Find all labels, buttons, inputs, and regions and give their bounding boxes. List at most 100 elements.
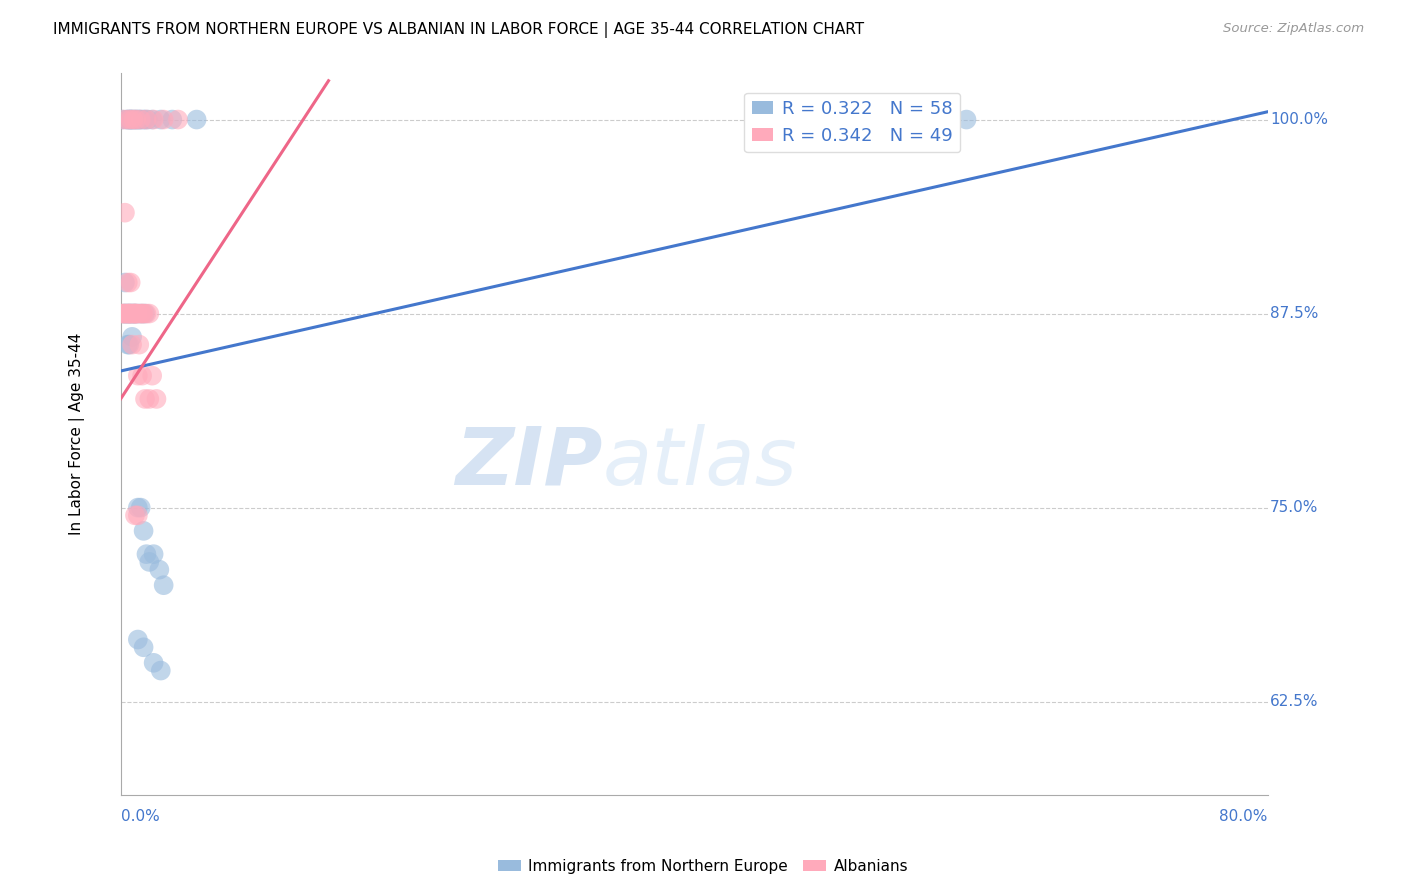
Point: [120, 112, 142, 127]
Point: [127, 508, 149, 523]
Point: [122, 307, 145, 321]
Point: [129, 500, 152, 515]
Point: [111, 307, 134, 321]
Point: [135, 307, 157, 321]
Point: [955, 112, 977, 127]
Point: [135, 112, 157, 127]
Text: 87.5%: 87.5%: [1270, 306, 1319, 321]
Point: [131, 307, 153, 321]
Point: [125, 307, 148, 321]
Point: [145, 392, 167, 406]
Point: [122, 112, 145, 127]
Point: [112, 307, 135, 321]
Point: [114, 307, 136, 321]
Point: [186, 112, 208, 127]
Point: [138, 555, 160, 569]
Text: IMMIGRANTS FROM NORTHERN EUROPE VS ALBANIAN IN LABOR FORCE | AGE 35-44 CORRELATI: IMMIGRANTS FROM NORTHERN EUROPE VS ALBAN…: [53, 22, 865, 38]
Point: [118, 307, 141, 321]
Point: [125, 112, 148, 127]
Text: Source: ZipAtlas.com: Source: ZipAtlas.com: [1223, 22, 1364, 36]
Point: [129, 307, 152, 321]
Point: [121, 337, 143, 351]
Text: 75.0%: 75.0%: [1270, 500, 1319, 515]
Point: [132, 524, 155, 538]
Point: [149, 664, 172, 678]
Text: ZIP: ZIP: [456, 424, 602, 501]
Point: [121, 330, 143, 344]
Point: [124, 508, 146, 523]
Point: [128, 112, 150, 127]
Point: [120, 276, 142, 290]
Point: [122, 112, 145, 127]
Point: [125, 112, 148, 127]
Point: [121, 112, 143, 127]
Point: [128, 307, 150, 321]
Point: [121, 307, 143, 321]
Point: [152, 578, 174, 592]
Point: [136, 112, 159, 127]
Point: [138, 307, 160, 321]
Point: [152, 112, 174, 127]
Point: [114, 307, 136, 321]
Point: [127, 112, 149, 127]
Point: [124, 112, 146, 127]
Legend: Immigrants from Northern Europe, Albanians: Immigrants from Northern Europe, Albania…: [492, 853, 914, 880]
Point: [112, 112, 135, 127]
Point: [142, 656, 165, 670]
Point: [142, 112, 165, 127]
Point: [127, 307, 149, 321]
Text: atlas: atlas: [602, 424, 797, 501]
Point: [131, 307, 153, 321]
Point: [124, 307, 146, 321]
Point: [120, 112, 142, 127]
Point: [134, 392, 156, 406]
Text: 80.0%: 80.0%: [1219, 809, 1268, 824]
Point: [115, 307, 138, 321]
Point: [129, 112, 152, 127]
Point: [120, 307, 142, 321]
Point: [120, 307, 142, 321]
Text: 0.0%: 0.0%: [121, 809, 159, 824]
Point: [117, 276, 139, 290]
Point: [121, 307, 143, 321]
Point: [134, 112, 156, 127]
Point: [117, 307, 139, 321]
Point: [127, 500, 149, 515]
Point: [117, 112, 139, 127]
Point: [122, 307, 145, 321]
Text: 100.0%: 100.0%: [1270, 112, 1327, 127]
Text: In Labor Force | Age 35-44: In Labor Force | Age 35-44: [69, 333, 86, 535]
Point: [128, 337, 150, 351]
Point: [149, 112, 172, 127]
Point: [115, 307, 138, 321]
Point: [118, 307, 141, 321]
Point: [132, 112, 155, 127]
Point: [117, 112, 139, 127]
Point: [124, 307, 146, 321]
Point: [111, 112, 134, 127]
Point: [125, 307, 148, 321]
Point: [134, 307, 156, 321]
Point: [141, 368, 163, 383]
Point: [142, 547, 165, 561]
Point: [162, 112, 184, 127]
Point: [117, 337, 139, 351]
Point: [127, 632, 149, 647]
Point: [118, 112, 141, 127]
Point: [131, 368, 153, 383]
Point: [141, 112, 163, 127]
Point: [129, 112, 152, 127]
Text: 62.5%: 62.5%: [1270, 694, 1319, 709]
Point: [124, 307, 146, 321]
Point: [118, 307, 141, 321]
Point: [115, 112, 138, 127]
Point: [132, 307, 155, 321]
Point: [114, 205, 136, 219]
Point: [135, 547, 157, 561]
Point: [117, 307, 139, 321]
Point: [138, 392, 160, 406]
Legend: R = 0.322   N = 58, R = 0.342   N = 49: R = 0.322 N = 58, R = 0.342 N = 49: [744, 93, 960, 153]
Point: [167, 112, 190, 127]
Point: [120, 112, 142, 127]
Point: [112, 307, 135, 321]
